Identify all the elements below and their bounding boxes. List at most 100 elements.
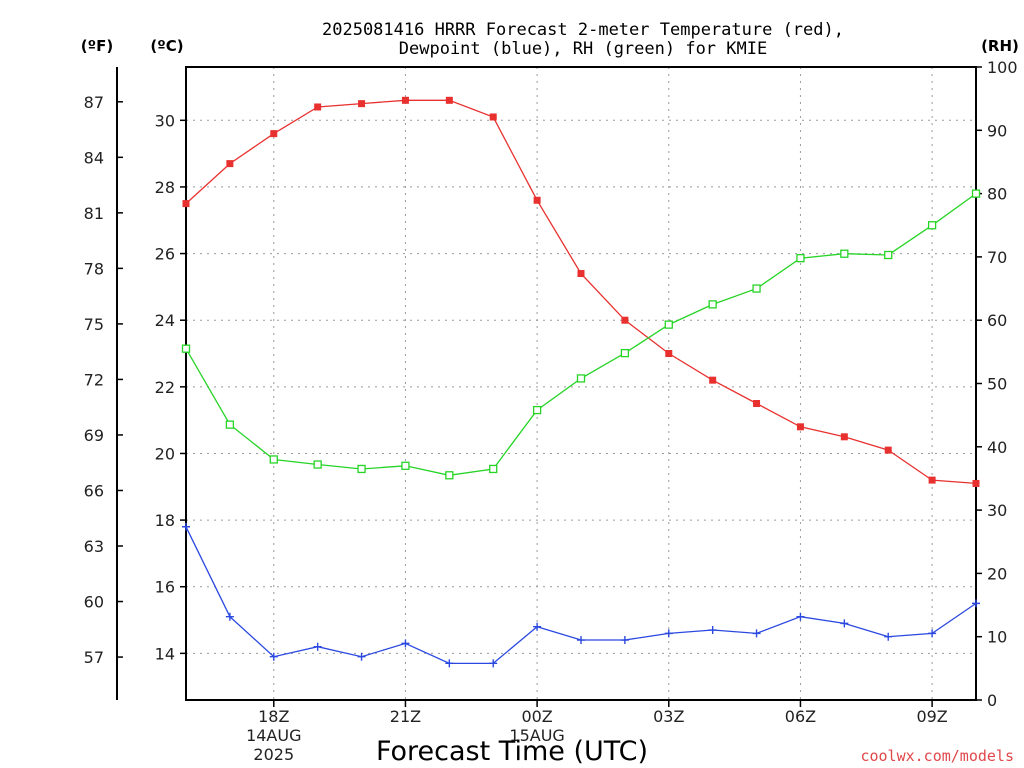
axes — [116, 66, 982, 707]
data-point — [357, 652, 366, 661]
data-point — [225, 420, 235, 429]
data-point — [753, 399, 761, 407]
x-tick-label: 00Z — [521, 707, 552, 726]
rh-tick-label: 50 — [987, 375, 1007, 394]
data-point — [665, 350, 673, 358]
data-point — [314, 103, 322, 111]
fahrenheit-tick-label: 78 — [84, 259, 104, 278]
rh-tick-label: 100 — [987, 58, 1018, 77]
fahrenheit-tick-label: 63 — [84, 537, 104, 556]
data-point — [796, 254, 805, 263]
fahrenheit-tick-label: 84 — [84, 148, 104, 167]
data-point — [928, 476, 936, 484]
data-point — [533, 622, 542, 631]
rh-tick-label: 40 — [987, 438, 1007, 457]
fahrenheit-tick-label: 81 — [84, 204, 104, 223]
rh-unit-label: (RH) — [981, 37, 1019, 55]
celsius-tick-label: 20 — [155, 444, 175, 463]
data-point — [269, 455, 278, 464]
rh-tick-label: 0 — [987, 691, 997, 710]
tick-labels: 14 16 18 20 22 24 26 28 30 57 60 63 66 69 72 75 78 81 84 87… — [84, 58, 1018, 764]
data-point — [708, 300, 717, 309]
chart-title-line-2: Dewpoint (blue), RH (green) for KMIE — [399, 39, 767, 59]
rh-tick-label: 90 — [987, 121, 1007, 140]
fahrenheit-tick-label: 75 — [84, 315, 104, 334]
data-point — [577, 270, 585, 278]
data-point — [445, 659, 454, 668]
data-point — [928, 629, 937, 638]
data-point — [620, 348, 630, 358]
data-point — [840, 619, 849, 628]
data-point — [270, 130, 278, 138]
data-point — [664, 320, 673, 329]
data-point — [927, 221, 937, 230]
data-point — [182, 522, 190, 531]
celsius-tick-label: 28 — [155, 178, 175, 197]
data-point — [752, 629, 761, 638]
fahrenheit-unit-label: (ºF) — [81, 37, 113, 55]
data-point — [226, 160, 234, 168]
data-point — [532, 405, 542, 415]
data-point — [489, 659, 498, 668]
data-point — [489, 113, 497, 121]
fahrenheit-tick-label: 66 — [84, 481, 104, 500]
fahrenheit-tick-label: 69 — [84, 426, 104, 445]
data-point — [840, 433, 848, 441]
data-point — [884, 632, 893, 641]
x-tick-label: 06Z — [785, 707, 816, 726]
chart-title-line-1: 2025081416 HRRR Forecast 2-meter Tempera… — [322, 20, 844, 40]
data-point — [708, 626, 717, 635]
x-tick-label: 18Z — [258, 707, 289, 726]
data-point — [181, 344, 191, 353]
rh-tick-label: 80 — [987, 185, 1007, 204]
rh-tick-label: 10 — [987, 628, 1007, 647]
credit-text: coolwx.com/models — [860, 747, 1014, 765]
data-point — [401, 639, 410, 648]
data-point — [358, 100, 366, 108]
celsius-tick-label: 26 — [155, 245, 175, 264]
grid-lines — [186, 67, 976, 700]
data-point — [971, 189, 981, 198]
series-line — [185, 99, 977, 485]
celsius-tick-label: 30 — [155, 111, 175, 130]
data-point — [577, 636, 585, 645]
data-point — [972, 479, 980, 487]
celsius-tick-label: 22 — [155, 378, 175, 397]
series-line — [185, 193, 977, 476]
data-point — [664, 629, 673, 638]
x-axis-label: Forecast Time (UTC) — [376, 736, 648, 767]
data-point — [840, 249, 849, 258]
fahrenheit-tick-label: 72 — [84, 370, 104, 389]
data-point — [972, 599, 980, 608]
data-series — [181, 96, 981, 668]
plot-frame — [185, 66, 977, 701]
celsius-tick-label: 24 — [155, 311, 175, 330]
data-point — [182, 200, 190, 208]
data-point — [401, 461, 410, 470]
data-point — [269, 652, 278, 661]
fahrenheit-tick-label: 87 — [84, 93, 104, 112]
celsius-tick-label: 16 — [155, 578, 175, 597]
x-tick-label: 15AUG — [509, 726, 564, 745]
data-point — [445, 96, 453, 104]
fahrenheit-tick-label: 60 — [84, 593, 104, 612]
x-tick-label: 09Z — [916, 707, 947, 726]
rh-tick-label: 20 — [987, 564, 1007, 583]
data-point — [620, 636, 629, 645]
celsius-unit-label: (ºC) — [150, 37, 183, 55]
data-point — [533, 196, 541, 204]
data-point — [357, 464, 366, 474]
data-point — [313, 642, 322, 651]
rh-tick-label: 70 — [987, 248, 1007, 267]
data-point — [884, 446, 892, 454]
data-point — [489, 464, 498, 474]
data-point — [709, 376, 717, 384]
celsius-tick-label: 18 — [155, 511, 175, 530]
data-point — [576, 374, 586, 383]
rh-tick-label: 60 — [987, 311, 1007, 330]
data-point — [884, 250, 893, 260]
rh-tick-label: 30 — [987, 501, 1007, 520]
data-point — [313, 460, 322, 469]
x-tick-label: 03Z — [653, 707, 684, 726]
data-point — [621, 316, 629, 324]
